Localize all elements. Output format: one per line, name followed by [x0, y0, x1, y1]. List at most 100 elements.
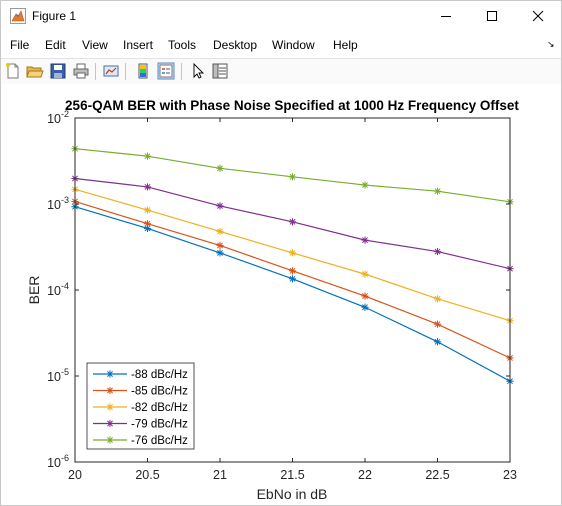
legend-marker — [107, 404, 113, 410]
legend-icon[interactable] — [157, 62, 175, 80]
x-tick-label: 21.5 — [280, 468, 304, 482]
maximize-button[interactable] — [469, 1, 515, 31]
open-file-icon[interactable] — [26, 62, 44, 80]
marker-stroke — [217, 165, 223, 172]
menu-insert[interactable]: Insert — [123, 38, 154, 52]
data-point — [433, 338, 442, 346]
property-inspector-icon[interactable] — [211, 62, 229, 80]
data-point — [433, 187, 442, 195]
marker-stroke — [362, 271, 368, 278]
y-axis-label: BER — [26, 276, 42, 305]
marker-stroke — [362, 182, 368, 189]
legend-marker — [107, 387, 113, 394]
save-icon[interactable] — [49, 62, 67, 80]
toolbar-separator — [181, 63, 182, 80]
marker-stroke — [434, 248, 441, 255]
legend-entry: -76 dBc/Hz — [93, 435, 188, 447]
data-point — [216, 202, 224, 210]
data-point — [143, 152, 152, 160]
marker-stroke — [289, 173, 296, 180]
marker-stroke — [144, 207, 151, 214]
marker-stroke — [434, 321, 441, 328]
legend-entry: -85 dBc/Hz — [93, 386, 188, 398]
colorbar-icon[interactable] — [134, 62, 152, 80]
close-button[interactable] — [515, 1, 561, 31]
minimize-icon — [441, 16, 451, 17]
axes: 20 20.5 21 21.5 22 22.5 23 10-6 10-5 10-4 10-3 10-2 — [47, 109, 517, 482]
data-point — [361, 292, 369, 300]
legend-marker — [107, 420, 113, 427]
new-figure-icon[interactable] — [4, 62, 22, 80]
data-point — [433, 320, 442, 328]
x-tick-label: 22 — [358, 468, 372, 482]
x-axis-label: EbNo in dB — [257, 486, 328, 502]
link-plot-icon[interactable] — [102, 62, 120, 80]
legend[interactable]: -88 dBc/Hz -85 dBc/Hz -82 dBc/Hz -79 dBc/Hz… — [86, 362, 195, 450]
x-tick-label: 21 — [213, 468, 227, 482]
print-icon[interactable] — [72, 62, 90, 80]
data-point — [433, 247, 442, 256]
menu-help[interactable]: Help — [333, 38, 358, 52]
data-point — [433, 295, 442, 303]
legend-box — [86, 362, 195, 450]
legend-entry: -82 dBc/Hz — [93, 402, 188, 414]
marker-stroke — [362, 237, 368, 244]
menu-file[interactable]: File — [10, 38, 30, 52]
data-point — [216, 241, 224, 250]
legend-label: -88 dBc/Hz — [131, 369, 188, 381]
data-point — [143, 220, 152, 228]
legend-marker — [107, 371, 113, 377]
series-layer — [71, 145, 514, 385]
marker-stroke — [362, 304, 368, 311]
toolbar-separator — [95, 63, 96, 80]
menu-window[interactable]: Window — [272, 38, 315, 52]
marker-stroke — [217, 228, 223, 235]
x-tick-label: 20.5 — [135, 468, 159, 482]
data-point — [143, 206, 152, 214]
data-point — [361, 181, 369, 189]
x-tick-label: 23 — [503, 468, 517, 482]
x-tick-label: 20 — [68, 468, 82, 482]
marker-stroke — [289, 218, 296, 225]
marker-stroke — [362, 293, 368, 300]
data-point — [216, 164, 224, 172]
maximize-icon — [487, 11, 497, 21]
legend-label: -85 dBc/Hz — [131, 386, 188, 398]
menu-edit[interactable]: Edit — [45, 38, 66, 52]
x-tick-label: 22.5 — [425, 468, 449, 482]
legend-entry: -88 dBc/Hz — [93, 369, 188, 381]
edit-plot-icon[interactable] — [189, 62, 207, 80]
data-point — [216, 227, 224, 236]
marker-stroke — [144, 183, 151, 190]
dock-arrow-icon[interactable]: ↘ — [547, 39, 555, 49]
close-icon — [532, 10, 544, 22]
menu-view[interactable]: View — [82, 38, 108, 52]
marker-stroke — [217, 249, 223, 256]
window-title: Figure 1 — [32, 9, 77, 23]
data-point — [361, 236, 369, 244]
marker-stroke — [289, 267, 296, 274]
minimize-button[interactable] — [423, 1, 469, 31]
menu-desktop[interactable]: Desktop — [213, 38, 258, 52]
marker-stroke — [144, 220, 151, 227]
y-tick-label: 10-6 — [47, 453, 69, 470]
y-tick-label: 10-3 — [47, 195, 69, 212]
data-point — [361, 303, 369, 311]
y-tick-label: 10-4 — [47, 281, 69, 298]
y-tick-label: 10-5 — [47, 367, 69, 384]
marker-stroke — [434, 338, 441, 345]
marker-stroke — [217, 242, 223, 249]
toolbar-separator — [125, 63, 126, 80]
title-bar[interactable]: Figure 1 — [1, 1, 561, 31]
menu-tools[interactable]: Tools — [168, 38, 197, 52]
marker-stroke — [434, 295, 441, 302]
marker-stroke — [144, 225, 151, 232]
chart-title: 256-QAM BER with Phase Noise Specified a… — [65, 98, 519, 113]
data-point — [143, 183, 152, 191]
data-point — [361, 270, 369, 278]
legend-label: -76 dBc/Hz — [131, 435, 188, 447]
y-tick-label: 10-2 — [47, 109, 69, 126]
data-point — [288, 173, 297, 181]
